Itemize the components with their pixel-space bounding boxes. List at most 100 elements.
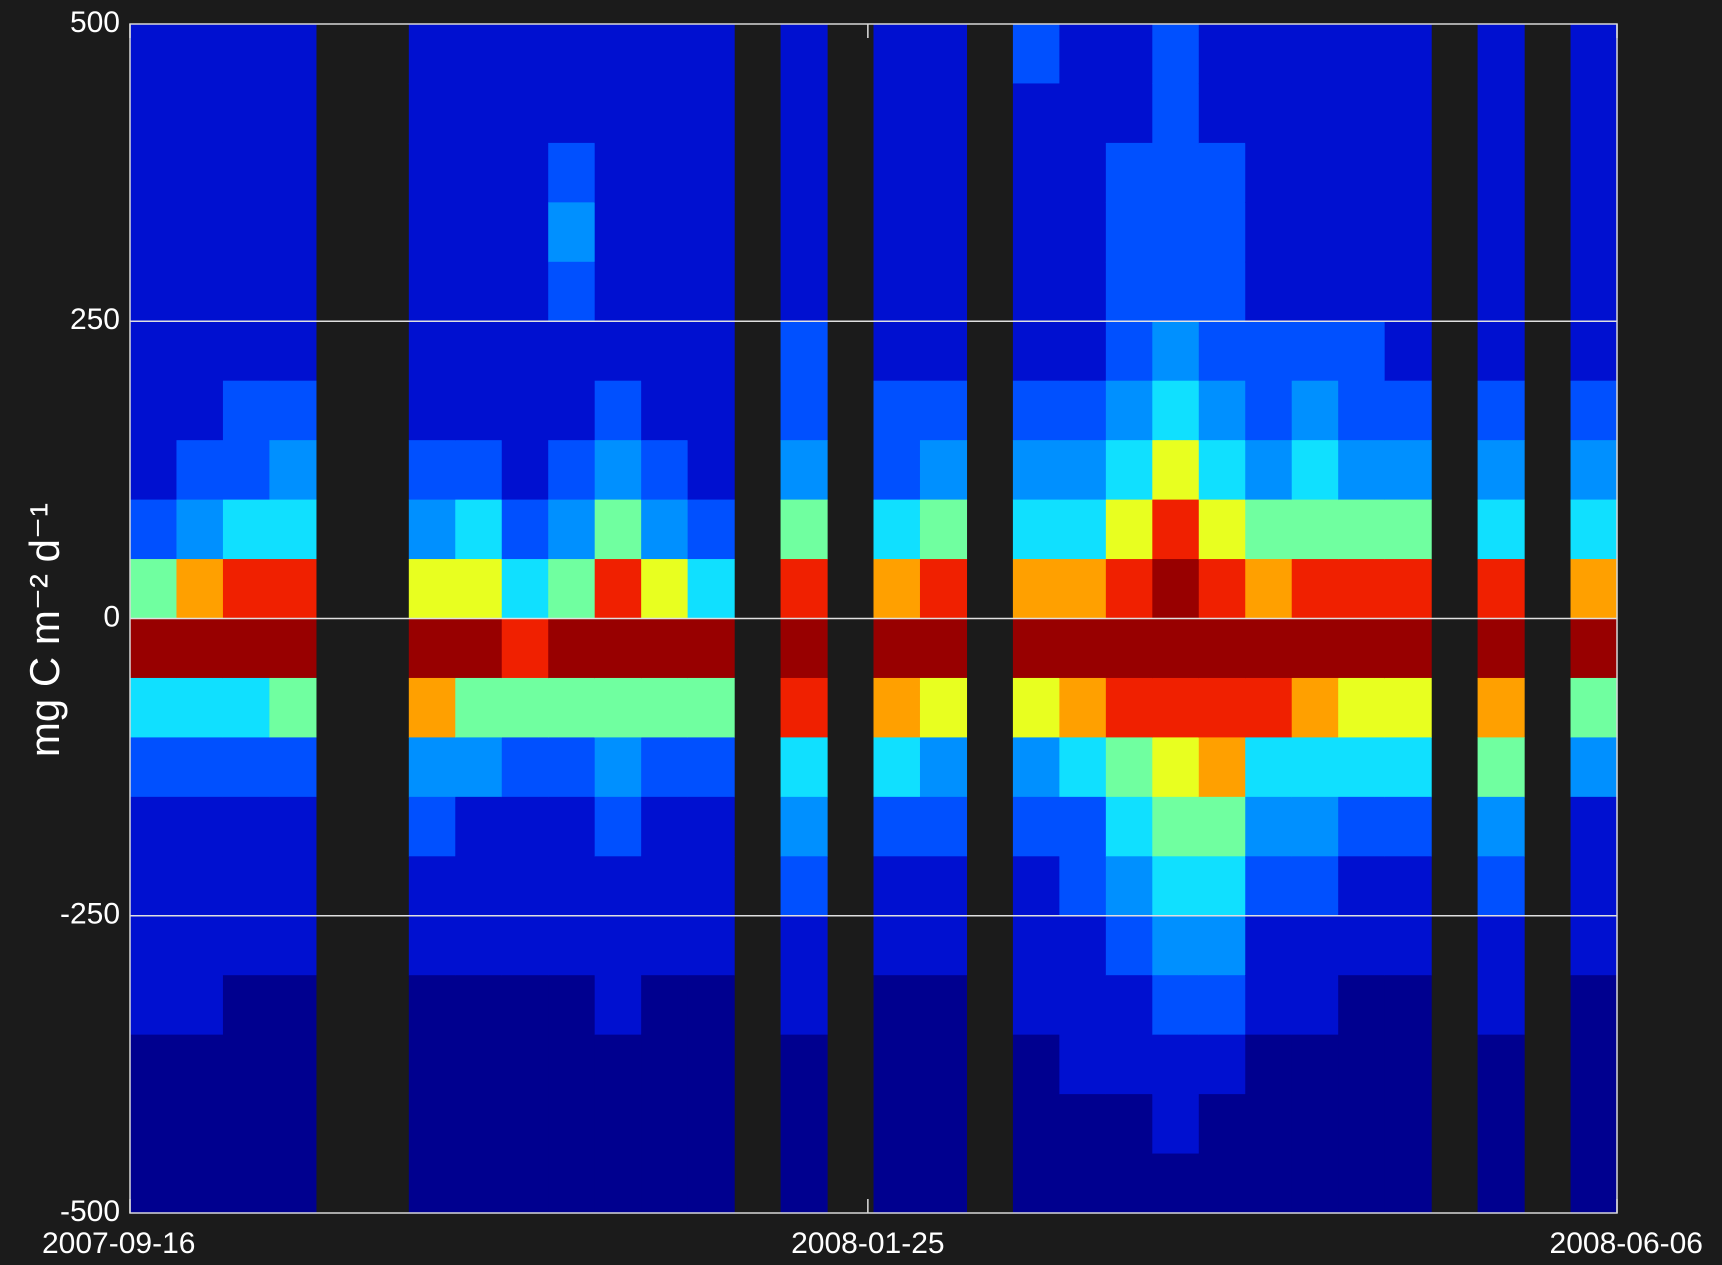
heatmap-cell [1059, 83, 1106, 143]
heatmap-cell [269, 856, 316, 916]
heatmap-cell [455, 321, 502, 381]
heatmap-cell [1478, 321, 1525, 381]
heatmap-cell [269, 1035, 316, 1095]
heatmap-cell [502, 559, 549, 619]
heatmap-cell [1013, 143, 1060, 203]
heatmap-cell [502, 916, 549, 976]
heatmap-cell [1199, 559, 1246, 619]
heatmap-cell [920, 83, 967, 143]
heatmap-cell [1292, 737, 1339, 797]
heatmap-cell [176, 975, 223, 1035]
heatmap-cell [1338, 619, 1385, 679]
heatmap-cell [502, 321, 549, 381]
heatmap-cell [1059, 1035, 1106, 1095]
heatmap-cell [595, 559, 642, 619]
heatmap-cell [1152, 262, 1199, 322]
heatmap-cell [1013, 619, 1060, 679]
heatmap-cell [1385, 916, 1432, 976]
heatmap-cell [223, 856, 270, 916]
heatmap-cell [920, 856, 967, 916]
heatmap-cell [1152, 559, 1199, 619]
heatmap-cell [409, 797, 456, 857]
heatmap-cell [920, 737, 967, 797]
heatmap-cell [1385, 1094, 1432, 1154]
heatmap-cell [1338, 381, 1385, 441]
heatmap-cell [548, 678, 595, 738]
heatmap-cell [223, 1154, 270, 1214]
heatmap-cell [641, 202, 688, 262]
heatmap-cell [920, 500, 967, 560]
heatmap-cell [1152, 83, 1199, 143]
heatmap-cell [1478, 856, 1525, 916]
heatmap-cell [1292, 381, 1339, 441]
heatmap-cell [1199, 381, 1246, 441]
heatmap-cell [130, 619, 177, 679]
heatmap-cell [641, 24, 688, 84]
heatmap-cell [269, 1154, 316, 1214]
heatmap-cell [1106, 321, 1153, 381]
heatmap-cell [1385, 797, 1432, 857]
heatmap-cell [1013, 262, 1060, 322]
heatmap-cell [1245, 1154, 1292, 1214]
heatmap-cell [1385, 24, 1432, 84]
heatmap-cell [688, 262, 735, 322]
heatmap-cell [920, 440, 967, 500]
heatmap-cell [176, 856, 223, 916]
heatmap-cell [548, 559, 595, 619]
heatmap-cell [641, 797, 688, 857]
heatmap-cell [409, 262, 456, 322]
heatmap-cell [688, 381, 735, 441]
heatmap-cell [688, 559, 735, 619]
heatmap-cell [223, 737, 270, 797]
heatmap-cell [1199, 856, 1246, 916]
heatmap-cell [1059, 619, 1106, 679]
heatmap-cell [920, 975, 967, 1035]
heatmap-cell [1106, 916, 1153, 976]
heatmap-cell [1152, 500, 1199, 560]
heatmap-cell [1292, 619, 1339, 679]
heatmap-cell [130, 737, 177, 797]
heatmap-cell [1059, 737, 1106, 797]
heatmap-cell [223, 678, 270, 738]
heatmap-cell [874, 24, 921, 84]
heatmap-cell [1338, 440, 1385, 500]
heatmap-cell [1152, 1035, 1199, 1095]
heatmap-cell [781, 737, 828, 797]
heatmap-cell [1199, 678, 1246, 738]
heatmap-cell [1245, 202, 1292, 262]
heatmap-cell [1385, 737, 1432, 797]
heatmap-cell [223, 1035, 270, 1095]
heatmap-cell [176, 83, 223, 143]
heatmap-cell [176, 321, 223, 381]
heatmap-cell [1292, 797, 1339, 857]
heatmap-cell [641, 83, 688, 143]
heatmap-cell [1013, 916, 1060, 976]
heatmap-cell [409, 1154, 456, 1214]
heatmap-cell [455, 1035, 502, 1095]
heatmap-cell [409, 737, 456, 797]
heatmap-cell [548, 856, 595, 916]
heatmap-cell [781, 797, 828, 857]
heatmap-cell [1478, 916, 1525, 976]
heatmap-cell [409, 500, 456, 560]
y-tick-label: 0 [103, 600, 120, 633]
heatmap-cell [1571, 321, 1618, 381]
heatmap-cell [641, 1154, 688, 1214]
heatmap-cell [641, 856, 688, 916]
heatmap-cell [1478, 1035, 1525, 1095]
heatmap-cell [502, 83, 549, 143]
y-tick-label: -500 [60, 1195, 120, 1228]
heatmap-cell [502, 440, 549, 500]
heatmap-cell [1059, 262, 1106, 322]
heatmap-cell [1245, 737, 1292, 797]
heatmap-cell [130, 83, 177, 143]
heatmap-cell [1385, 381, 1432, 441]
page: 5002500-250-5002007-09-162008-01-252008-… [0, 0, 1722, 1265]
heatmap-cell [1292, 856, 1339, 916]
heatmap-cell [1059, 559, 1106, 619]
heatmap-cell [781, 1035, 828, 1095]
heatmap-cell [595, 143, 642, 203]
heatmap-cell [1245, 440, 1292, 500]
heatmap-cell [1478, 500, 1525, 560]
heatmap-cell [1152, 1094, 1199, 1154]
